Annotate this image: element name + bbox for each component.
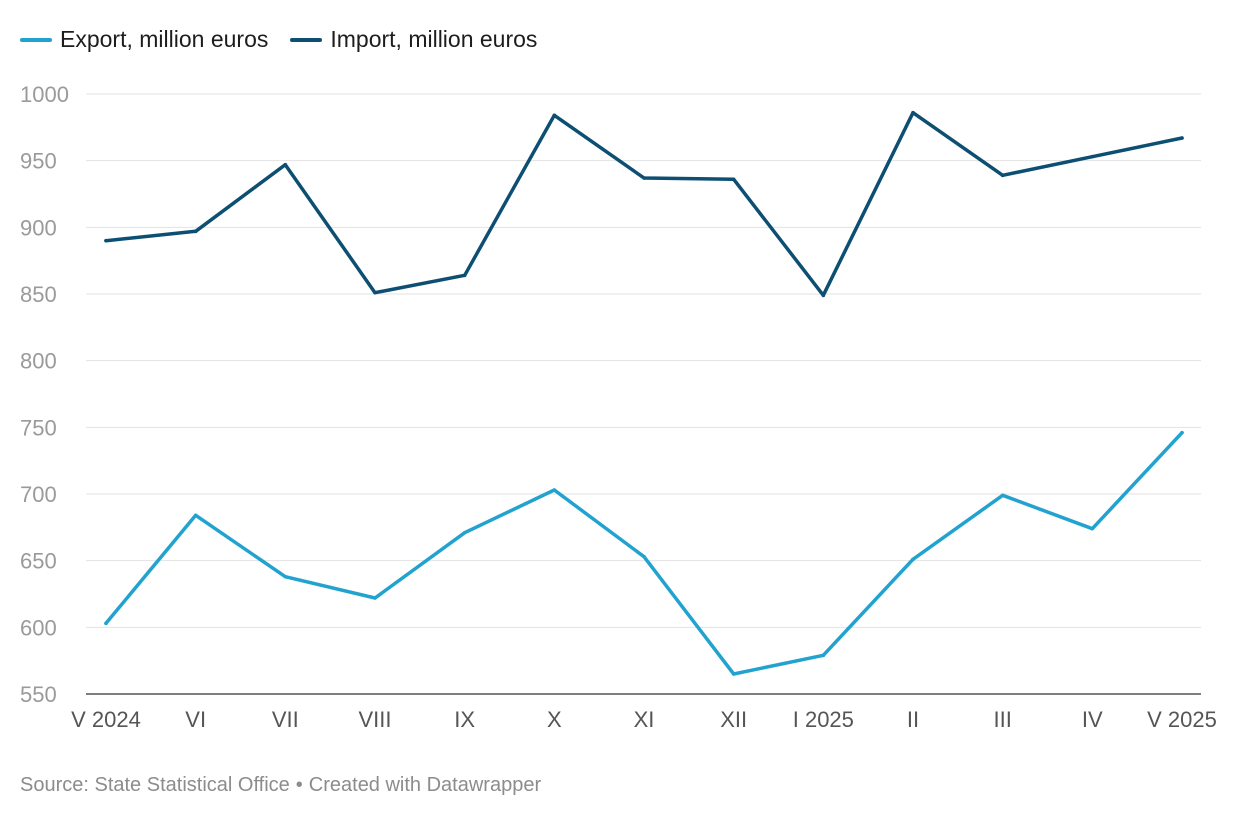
credit-text: Created with Datawrapper: [308, 774, 542, 796]
export-series-line: [104, 430, 1184, 676]
import-data-point: [642, 176, 646, 180]
y-tick-label: 800: [20, 349, 57, 374]
x-tick-label: VII: [272, 707, 299, 732]
export-data-point: [104, 621, 108, 626]
import-data-point: [911, 110, 915, 115]
import-data-point: [1090, 154, 1095, 159]
import-data-point: [373, 290, 377, 295]
y-tick-label: 650: [20, 549, 57, 574]
legend: Export, million euros Import, million eu…: [20, 26, 537, 53]
import-data-point: [1180, 136, 1184, 140]
y-tick-label: 700: [20, 482, 57, 507]
export-data-point: [911, 557, 915, 562]
source-text: Source: State Statistical Office: [20, 774, 290, 796]
x-tick-label: V 2025: [1147, 707, 1217, 732]
x-tick-label: I 2025: [793, 707, 854, 732]
legend-swatch-import: [290, 37, 323, 42]
y-tick-label: 850: [20, 282, 57, 307]
x-tick-label: IX: [454, 707, 475, 732]
y-tick-label: 600: [20, 615, 57, 640]
legend-label-import: Import, million euros: [330, 26, 538, 52]
import-data-point: [104, 238, 108, 243]
import-data-point: [552, 113, 557, 118]
export-data-point: [642, 554, 646, 559]
export-data-point: [373, 596, 377, 600]
x-tick-label: IV: [1082, 707, 1103, 732]
x-tick-label: II: [907, 707, 919, 732]
export-data-point: [193, 513, 198, 518]
footer-separator: •: [295, 774, 303, 796]
import-data-point: [1000, 173, 1005, 178]
x-tick-label: VI: [185, 707, 206, 732]
export-data-point: [821, 653, 826, 658]
export-data-point: [1000, 493, 1005, 498]
x-tick-label: V 2024: [71, 707, 141, 732]
legend-item-import: Import, million euros: [290, 26, 537, 53]
y-tick-label: 900: [20, 215, 57, 240]
export-data-point: [552, 488, 557, 492]
import-series-line: [104, 110, 1184, 298]
x-tick-label: III: [993, 707, 1011, 732]
export-data-point: [1180, 430, 1184, 435]
export-data-point: [283, 574, 288, 579]
y-tick-label: 950: [20, 149, 57, 174]
y-tick-label: 550: [20, 682, 57, 707]
x-tick-label: XI: [634, 707, 655, 732]
legend-label-export: Export, million euros: [60, 26, 269, 52]
import-data-point: [821, 293, 826, 298]
legend-item-export: Export, million euros: [20, 26, 268, 53]
import-data-point: [462, 273, 467, 278]
x-tick-label: X: [547, 707, 562, 732]
x-tick-label: VIII: [358, 707, 391, 732]
y-tick-label: 750: [20, 415, 57, 440]
import-data-point: [283, 162, 288, 167]
x-tick-label: XII: [720, 707, 747, 732]
y-tick-label: 1000: [20, 82, 69, 107]
export-data-point: [1090, 526, 1095, 531]
import-data-point: [731, 177, 736, 182]
legend-swatch-export: [20, 37, 52, 42]
chart-footer: Source: State Statistical Office • Created…: [20, 774, 541, 797]
export-data-point: [462, 530, 467, 535]
export-data-point: [731, 672, 736, 676]
import-data-point: [193, 229, 198, 234]
